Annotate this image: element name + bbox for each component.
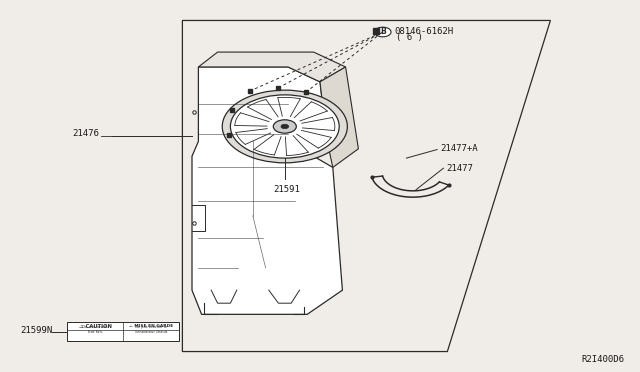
Text: ( 6 ): ( 6 ) (396, 33, 422, 42)
Polygon shape (192, 67, 342, 314)
Text: ⚠ MISE EN GARDE: ⚠ MISE EN GARDE (129, 324, 173, 328)
Bar (67, 322, 179, 341)
Text: Do not touch
hot fan.: Do not touch hot fan. (83, 325, 108, 334)
Text: R2I400D6: R2I400D6 (581, 355, 624, 364)
Text: ⚠ CAUTION: ⚠ CAUTION (79, 324, 112, 328)
Text: 21591: 21591 (273, 185, 300, 194)
Text: 21477: 21477 (447, 164, 474, 173)
Text: 08146-6162H: 08146-6162H (394, 27, 453, 36)
Circle shape (374, 27, 391, 37)
Text: 21477+A: 21477+A (440, 144, 478, 153)
Text: Ne pas toucher le
ventilateur chaud.: Ne pas toucher le ventilateur chaud. (134, 325, 168, 334)
Polygon shape (320, 67, 358, 167)
Circle shape (230, 95, 339, 158)
Circle shape (273, 120, 296, 133)
Text: 21476: 21476 (72, 129, 99, 138)
Text: 21599N: 21599N (20, 326, 52, 335)
Polygon shape (198, 52, 346, 82)
Circle shape (281, 124, 289, 129)
Circle shape (222, 90, 348, 163)
Text: B: B (380, 28, 385, 36)
